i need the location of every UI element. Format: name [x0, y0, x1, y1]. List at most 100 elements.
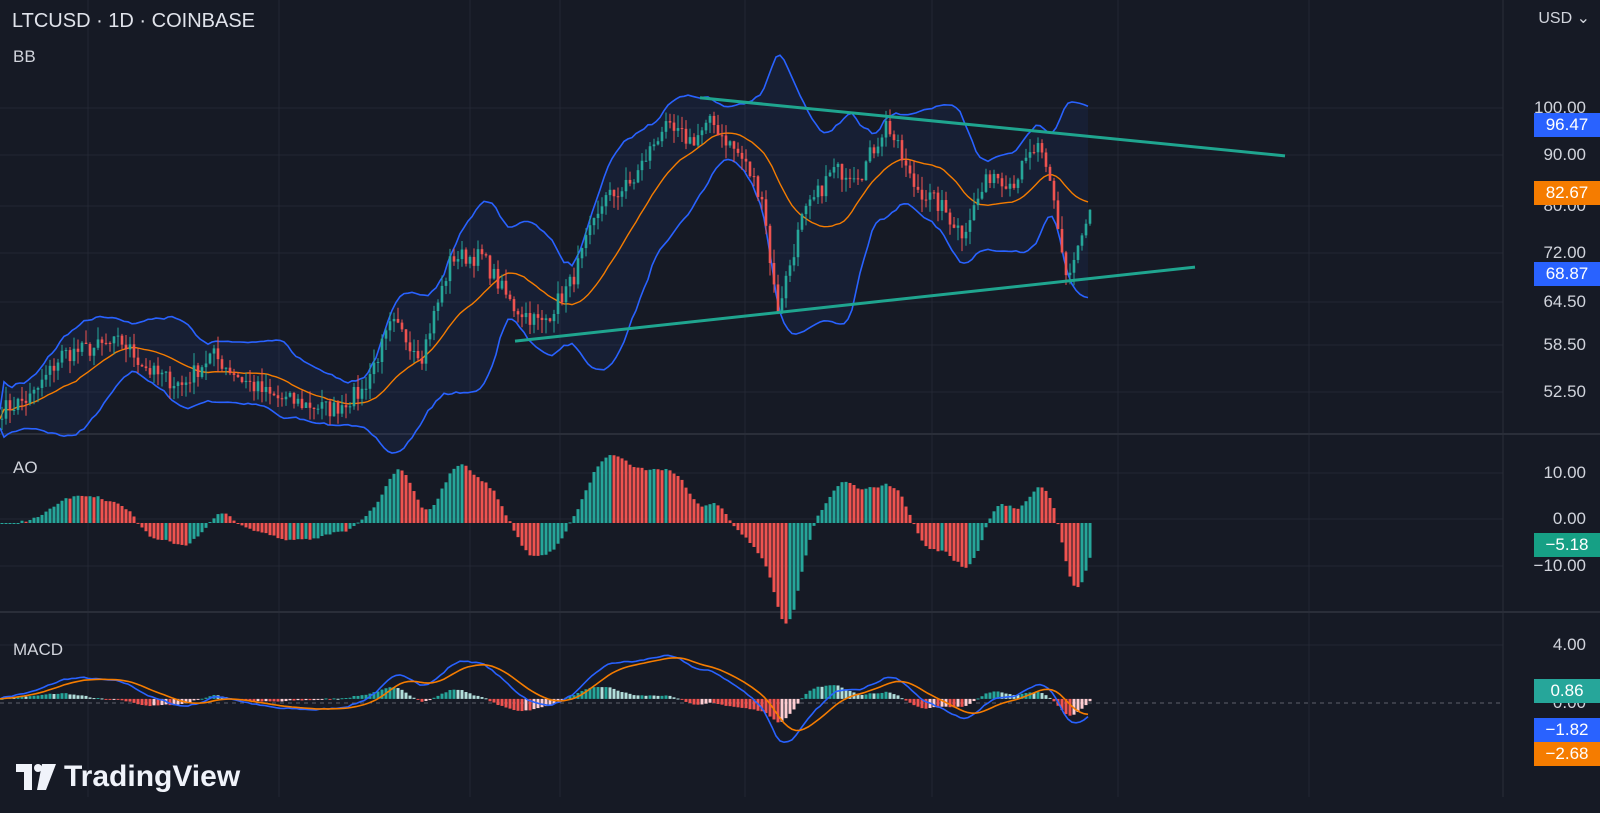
macd-hist-bar: [520, 698, 524, 712]
candle-body: [864, 161, 868, 181]
candle-body: [760, 196, 764, 200]
candle-body: [184, 382, 188, 385]
candle-body: [1072, 259, 1076, 273]
macd-hist-bar: [360, 695, 364, 699]
ao-bar: [632, 467, 636, 523]
ao-bar: [1016, 508, 1020, 523]
ao-bar: [784, 523, 788, 624]
ao-bar: [448, 473, 452, 523]
ao-bar: [760, 523, 764, 559]
candle-body: [476, 249, 480, 266]
ao-bar: [100, 499, 104, 523]
currency-selector[interactable]: USD ⌄: [1538, 8, 1590, 28]
candle-body: [1052, 180, 1056, 201]
candle-body: [596, 213, 600, 219]
macd-hist-bar: [592, 687, 596, 699]
ao-bar: [788, 523, 792, 620]
ao-bar: [288, 523, 292, 540]
candle-body: [420, 358, 424, 364]
tradingview-logo[interactable]: TradingView: [16, 760, 240, 794]
candle-body: [948, 212, 952, 225]
candle-body: [160, 372, 164, 375]
ao-bar: [532, 523, 536, 556]
candle-body: [908, 165, 912, 174]
ao-bar: [152, 523, 156, 539]
bb-value-badge: 96.47: [1534, 113, 1600, 137]
ao-bar: [276, 523, 280, 539]
macd-value-badge: 0.86: [1534, 679, 1600, 703]
bb-lower-line: [0, 158, 1089, 454]
ao-bar: [160, 523, 164, 541]
macd-hist-bar: [560, 698, 564, 700]
ao-bar: [376, 501, 380, 523]
candle-body: [528, 313, 532, 325]
macd-hist-bar: [692, 698, 696, 705]
macd-hist-bar: [64, 693, 68, 699]
ao-bar: [976, 523, 980, 551]
ao-pane-label[interactable]: AO: [13, 458, 38, 477]
macd-hist-bar: [508, 698, 512, 709]
macd-hist-bar: [960, 698, 964, 707]
macd-hist-bar: [332, 698, 336, 700]
candle-body: [108, 342, 112, 344]
candle-body: [416, 351, 420, 359]
candle-body: [352, 387, 356, 407]
candle-body: [356, 387, 360, 399]
ao-bar: [800, 523, 804, 572]
macd-hist-bar: [1052, 698, 1056, 702]
macd-hist-bar: [868, 693, 872, 699]
macd-hist-bar: [668, 695, 672, 699]
candle-body: [764, 199, 768, 226]
ao-bar: [636, 467, 640, 523]
candle-body: [884, 121, 888, 138]
macd-pane-label[interactable]: MACD: [13, 640, 64, 659]
ao-bar: [336, 523, 340, 532]
ao-bar: [372, 507, 376, 523]
candle-body: [600, 206, 604, 214]
ao-bar: [556, 523, 560, 544]
ao-bar: [452, 468, 456, 523]
candle-body: [888, 121, 892, 135]
bb-pane-label[interactable]: BB: [13, 47, 36, 66]
candle-body: [672, 122, 676, 131]
candle-body: [1068, 272, 1072, 276]
macd-hist-bar: [388, 687, 392, 699]
macd-hist-bar: [948, 698, 952, 708]
candle-body: [56, 362, 60, 371]
candle-body: [284, 396, 288, 400]
ao-bar: [440, 488, 444, 523]
candle-body: [1000, 178, 1004, 187]
candle-body: [412, 351, 416, 353]
macd-hist-bar: [296, 698, 300, 701]
candle-body: [836, 163, 840, 168]
candle-body: [492, 268, 496, 279]
candle-body: [824, 176, 828, 197]
macd-hist-bar: [968, 698, 972, 704]
ao-bar: [460, 464, 464, 523]
candle-body: [96, 339, 100, 348]
ao-bar: [24, 521, 28, 523]
candle-body: [388, 321, 392, 331]
candle-body: [1016, 179, 1020, 188]
candle-body: [996, 173, 1000, 179]
candle-body: [928, 192, 932, 200]
candle-body: [28, 393, 32, 403]
candle-body: [820, 185, 824, 197]
candle-body: [32, 389, 36, 394]
candle-body: [724, 135, 728, 146]
brand-name: TradingView: [64, 760, 241, 793]
ao-bar: [380, 494, 384, 523]
candle-body: [848, 177, 852, 179]
macd-hist-bar: [36, 695, 40, 699]
symbol-title[interactable]: LTCUSD · 1D · COINBASE: [12, 10, 255, 32]
ao-bar: [1084, 523, 1088, 571]
ao-bar: [904, 506, 908, 523]
candle-body: [156, 365, 160, 375]
ao-bar: [712, 503, 716, 523]
ao-bar: [692, 499, 696, 523]
macd-hist-bar: [900, 698, 904, 700]
ao-bar: [696, 503, 700, 523]
macd-hist-bar: [1000, 692, 1004, 699]
macd-hist-bar: [652, 695, 656, 699]
